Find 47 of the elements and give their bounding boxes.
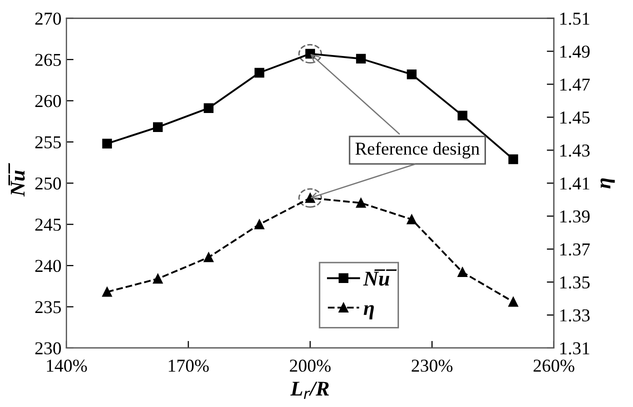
y-tick-label: 245 (35, 218, 61, 231)
point (102, 138, 112, 148)
point (254, 68, 264, 78)
point (152, 274, 163, 284)
x-tick-label: 170% (168, 360, 209, 372)
y2-tick-label: 1.47 (560, 78, 590, 91)
x-axis-title: L$_{r}$/R (290, 382, 329, 399)
y-tick-label: 240 (35, 260, 61, 272)
point (102, 287, 112, 297)
point (508, 154, 518, 164)
annotation: Reference design (356, 142, 480, 158)
y2-axis-title: η (600, 178, 615, 188)
y-tick-label: 250 (35, 177, 61, 190)
point (458, 267, 468, 278)
y2-tick-label: 1.49 (560, 46, 590, 58)
y-tick-label: 270 (35, 12, 61, 25)
x-tick-label: 260% (534, 360, 574, 372)
y2-tick-label: 1.41 (560, 177, 590, 190)
y2-tick-label: 1.43 (560, 144, 590, 157)
legend-label: N̅u̅ (363, 269, 397, 286)
y-tick-label: 235 (35, 301, 61, 314)
y2-tick-label: 1.35 (560, 276, 590, 289)
y2-tick-label: 1.31 (560, 342, 590, 355)
y2-tick-label: 1.33 (560, 309, 590, 322)
point (356, 54, 366, 64)
point (406, 69, 417, 80)
point (254, 219, 264, 230)
point (152, 122, 163, 132)
y-tick-label: 255 (35, 136, 61, 148)
x-tick-label: 200% (290, 360, 331, 372)
point (204, 103, 214, 114)
x-tick-label: 230% (412, 360, 452, 372)
y-tick-label: 230 (35, 342, 61, 354)
point (204, 252, 214, 262)
y-axis-title: N̅u̅ (8, 163, 25, 197)
y2-tick-label: 1.39 (560, 210, 590, 223)
legend-label: η (364, 305, 374, 320)
point (406, 214, 417, 224)
y-tick-label: 260 (35, 94, 61, 108)
y2-tick-label: 1.51 (560, 12, 590, 25)
y2-tick-label: 1.37 (560, 243, 590, 256)
y2-tick-label: 1.45 (560, 112, 590, 124)
y-tick-label: 265 (35, 54, 61, 66)
x-tick-label: 140% (46, 360, 87, 372)
point (508, 296, 518, 307)
point (356, 198, 366, 208)
point (458, 110, 468, 120)
